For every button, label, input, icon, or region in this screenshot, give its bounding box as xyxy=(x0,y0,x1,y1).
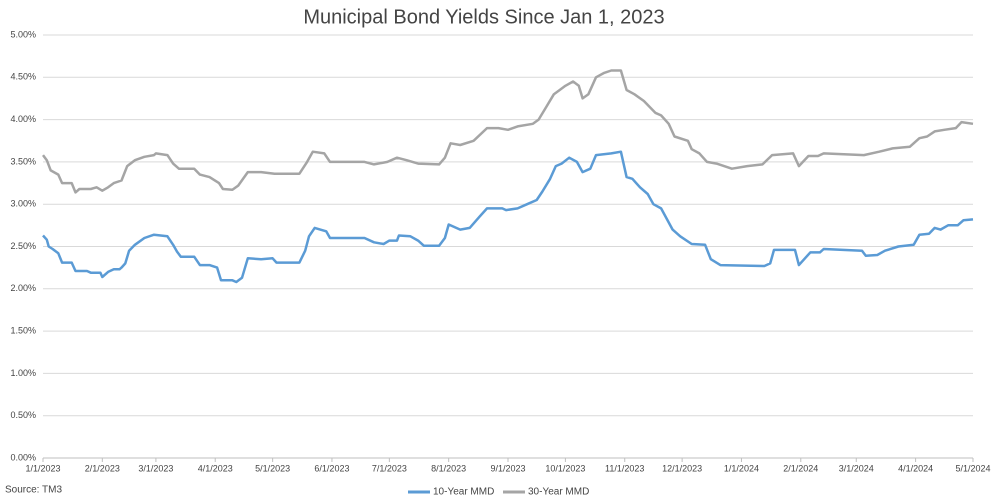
x-tick-label: 7/1/2023 xyxy=(372,463,407,473)
x-tick-label: 1/1/2024 xyxy=(724,463,759,473)
x-tick-label: 12/1/2023 xyxy=(662,463,702,473)
y-tick-label: 4.00% xyxy=(10,114,36,124)
x-tick-label: 2/1/2024 xyxy=(783,463,818,473)
x-tick-label: 1/1/2023 xyxy=(25,463,60,473)
series-line xyxy=(42,150,974,284)
x-tick-label: 11/1/2023 xyxy=(605,463,644,473)
x-tick-label: 9/1/2023 xyxy=(490,463,525,473)
x-tick-label: 10/1/2023 xyxy=(545,463,585,473)
series-line xyxy=(41,69,974,194)
y-tick-label: 0.50% xyxy=(10,410,36,420)
source-note: Source: TM3 xyxy=(5,485,62,496)
y-tick-label: 5.00% xyxy=(10,29,36,39)
x-tick-label: 3/1/2023 xyxy=(138,463,173,473)
x-tick-label: 5/1/2024 xyxy=(955,463,990,473)
y-tick-label: 2.00% xyxy=(10,283,36,293)
y-tick-label: 3.50% xyxy=(10,156,36,166)
legend-label: 10-Year MMD xyxy=(433,487,494,498)
x-tick-label: 5/1/2023 xyxy=(255,463,290,473)
x-tick-label: 4/1/2023 xyxy=(198,463,233,473)
y-tick-label: 2.50% xyxy=(10,241,36,251)
y-tick-label: 0.00% xyxy=(10,452,36,462)
y-tick-label: 1.00% xyxy=(10,368,36,378)
y-tick-label: 4.50% xyxy=(10,72,36,82)
legend-label: 30-Year MMD xyxy=(528,487,589,498)
x-tick-label: 8/1/2023 xyxy=(431,463,466,473)
x-tick-label: 3/1/2024 xyxy=(839,463,874,473)
y-tick-label: 1.50% xyxy=(10,325,36,335)
x-tick-label: 2/1/2023 xyxy=(85,463,120,473)
y-tick-label: 3.00% xyxy=(10,199,36,209)
x-tick-label: 4/1/2024 xyxy=(898,463,933,473)
x-tick-label: 6/1/2023 xyxy=(314,463,349,473)
chart-title: Municipal Bond Yields Since Jan 1, 2023 xyxy=(303,6,664,28)
